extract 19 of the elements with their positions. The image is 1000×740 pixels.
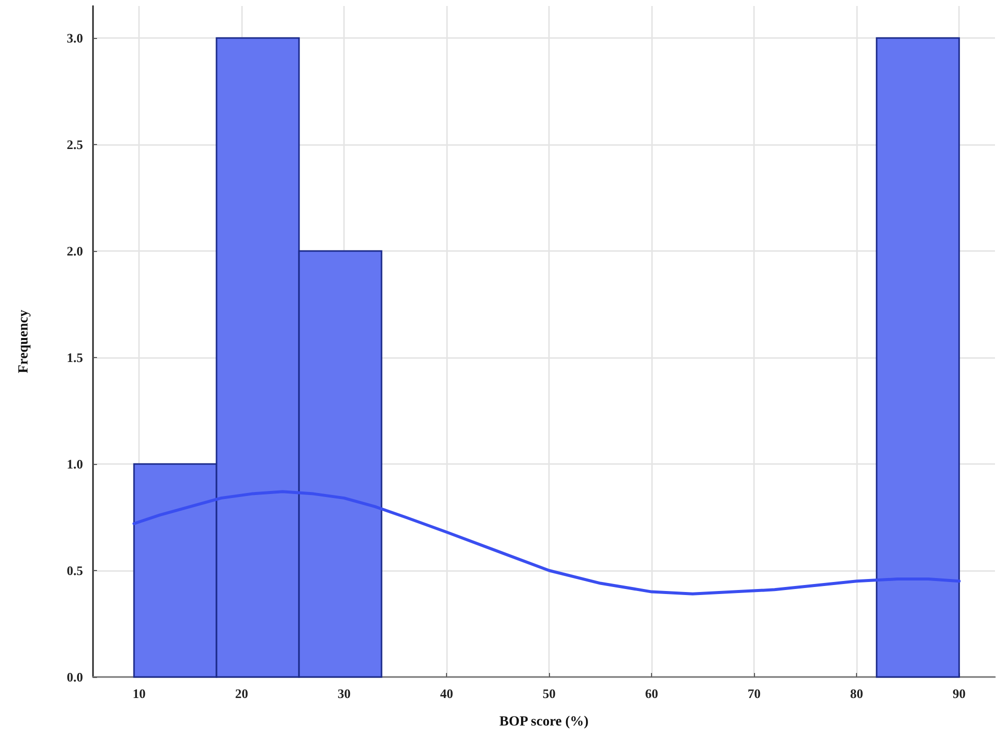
x-tick-label: 50: [542, 686, 556, 701]
x-tick-label: 10: [132, 686, 146, 701]
y-tick-label: 1.0: [66, 456, 83, 472]
x-tick-label: 40: [440, 686, 454, 701]
x-tick-label: 60: [645, 686, 658, 701]
x-tick-label: 80: [850, 686, 864, 701]
y-axis-title: Frequency: [16, 310, 32, 374]
x-tick-label: 90: [952, 686, 966, 701]
y-tick-label: 0.5: [66, 562, 84, 578]
x-tick-label: 30: [338, 686, 351, 701]
y-tick-label: 3.0: [66, 30, 83, 46]
line-series: [132, 490, 961, 596]
x-tick-label: 70: [748, 686, 761, 701]
x-tick-label: 20: [235, 686, 248, 701]
y-tick-label: 0.0: [66, 670, 83, 684]
y-tick-label: 1.5: [66, 350, 84, 365]
y-tick-label: 2.0: [66, 243, 83, 258]
y-tick-label: 2.5: [66, 136, 84, 152]
x-axis-title: BOP score (%): [499, 714, 589, 730]
